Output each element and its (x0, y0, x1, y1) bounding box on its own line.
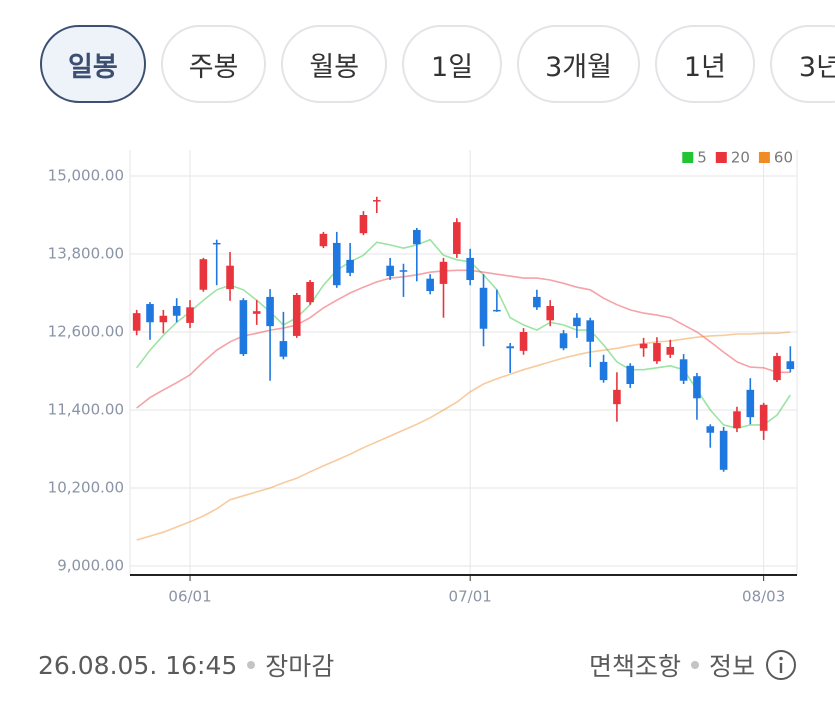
candle-body (666, 346, 675, 355)
legend-label: 20 (731, 149, 750, 167)
y-tick-label: 9,000.00 (57, 557, 124, 575)
candle-body (186, 307, 194, 323)
timestamp: 26.08.05. 16:45 (38, 650, 238, 680)
y-tick-label: 15,000.00 (48, 167, 124, 185)
candle-body (346, 259, 354, 273)
candle-body (719, 430, 728, 470)
candle-body (212, 242, 221, 245)
candle-body (413, 229, 421, 245)
links-group: 면책조항 정보 (589, 647, 797, 683)
period-tab[interactable]: 주봉 (160, 25, 267, 103)
candle-body (319, 233, 328, 247)
candle-body (653, 343, 661, 362)
ma-line (136, 331, 791, 541)
ma-line (136, 238, 791, 430)
candle-body (426, 278, 434, 292)
candle-body (226, 265, 234, 290)
candle-body (573, 317, 581, 327)
candle-body (759, 404, 768, 431)
candle-body (733, 411, 741, 429)
candle-body (746, 389, 755, 418)
candle-body (239, 300, 248, 355)
status-group: 26.08.05. 16:45 장마감 (38, 647, 334, 683)
candle-body (586, 320, 595, 342)
candle-body (613, 389, 621, 405)
candle-body (679, 359, 688, 381)
y-tick-label: 12,600.00 (48, 323, 124, 341)
candle-body (773, 356, 781, 381)
x-tick-label: 08/03 (742, 588, 785, 606)
candle-body (559, 333, 568, 349)
candle-body (306, 281, 314, 303)
candle-body (506, 346, 514, 349)
info-link[interactable]: 정보 (708, 652, 755, 681)
candle-body (199, 259, 208, 290)
candle-body (159, 315, 168, 323)
legend-swatch (758, 152, 770, 163)
candle-body (372, 200, 381, 202)
legend-label: 60 (774, 149, 793, 167)
period-tab[interactable]: 1일 (402, 25, 503, 103)
period-tab[interactable]: 1년 (654, 25, 755, 103)
candle-body (172, 306, 181, 316)
candle-body (359, 215, 368, 234)
legend-swatch (715, 152, 727, 163)
y-tick-label: 11,400.00 (48, 401, 124, 419)
candle-body (439, 261, 448, 284)
candle-body (533, 296, 541, 308)
candle-body (252, 311, 261, 314)
footer: 26.08.05. 16:45 장마감 면책조항 정보 (38, 645, 797, 685)
period-tabs: 일봉 주봉 월봉 1일 3개월 1년 3년 (40, 25, 835, 105)
candle-body (279, 341, 288, 357)
separator-dot (690, 661, 699, 669)
legend-swatch (682, 152, 694, 163)
disclaimer-link[interactable]: 면책조항 (588, 652, 681, 681)
candle-body (546, 306, 555, 321)
info-icon[interactable] (765, 649, 797, 681)
period-tab[interactable]: 일봉 (40, 25, 146, 103)
market-status: 장마감 (265, 652, 335, 681)
candle-body (639, 343, 648, 349)
candle-body (626, 365, 635, 384)
candle-body (599, 361, 608, 381)
candle-body (292, 294, 301, 336)
candle-body (693, 376, 701, 399)
period-tab[interactable]: 3개월 (517, 25, 640, 103)
candle-body (266, 296, 274, 327)
candle-body (519, 332, 528, 351)
ma-line (136, 269, 791, 409)
x-tick-label: 07/01 (449, 588, 492, 606)
candle-body (466, 257, 474, 280)
candle-body (479, 287, 488, 329)
candle-body (453, 222, 461, 254)
y-tick-label: 10,200.00 (48, 479, 124, 497)
candle-body (706, 426, 715, 433)
candle-body (786, 361, 795, 370)
candle-body (386, 265, 394, 277)
y-tick-label: 13,800.00 (48, 245, 124, 263)
period-tab[interactable]: 3년 (769, 25, 835, 103)
candle-body (493, 309, 501, 312)
candle-body (399, 270, 408, 272)
period-tab[interactable]: 월봉 (281, 25, 388, 103)
separator-dot (247, 661, 256, 669)
candle-body (132, 313, 141, 331)
x-tick-label: 06/01 (168, 588, 211, 606)
legend-label: 5 (697, 149, 707, 167)
candle-body (332, 242, 341, 286)
candle-body (146, 304, 154, 323)
